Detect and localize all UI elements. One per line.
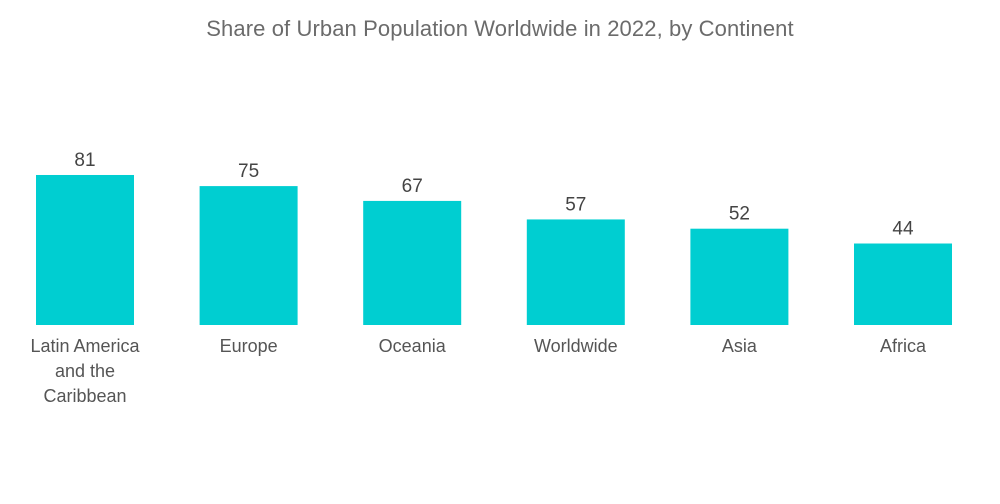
chart-title: Share of Urban Population Worldwide in 2… xyxy=(206,16,794,41)
bar-3 xyxy=(526,219,625,325)
value-label-5: 44 xyxy=(892,219,914,240)
value-label-4: 52 xyxy=(729,204,750,225)
category-label-line: Oceania xyxy=(379,336,447,356)
bar-1 xyxy=(199,186,298,325)
bars-group xyxy=(36,174,952,325)
category-label-line: Europe xyxy=(220,336,278,356)
bar-4 xyxy=(690,228,789,325)
category-label-line: and the xyxy=(55,361,115,381)
category-label-line: Worldwide xyxy=(534,336,618,356)
value-label-1: 75 xyxy=(238,161,259,182)
category-label-4: Asia xyxy=(722,336,758,356)
value-labels-group: 81 75 67 57 52 44 xyxy=(74,150,914,240)
value-label-0: 81 xyxy=(74,150,95,171)
category-label-1: Europe xyxy=(220,336,278,356)
category-label-line: Africa xyxy=(880,336,927,356)
category-labels-group: Latin America and the Caribbean Europe Ocean… xyxy=(30,336,927,406)
value-label-3: 57 xyxy=(565,194,586,215)
category-label-2: Oceania xyxy=(379,336,447,356)
category-label-0: Latin America and the Caribbean xyxy=(30,336,140,406)
category-label-line: Asia xyxy=(722,336,758,356)
category-label-line: Latin America xyxy=(30,336,140,356)
category-label-3: Worldwide xyxy=(534,336,618,356)
bar-5 xyxy=(854,243,952,325)
value-label-2: 67 xyxy=(402,176,423,197)
bar-0 xyxy=(36,174,134,325)
category-label-line: Caribbean xyxy=(43,386,126,406)
bar-2 xyxy=(363,200,462,325)
category-label-5: Africa xyxy=(880,336,927,356)
